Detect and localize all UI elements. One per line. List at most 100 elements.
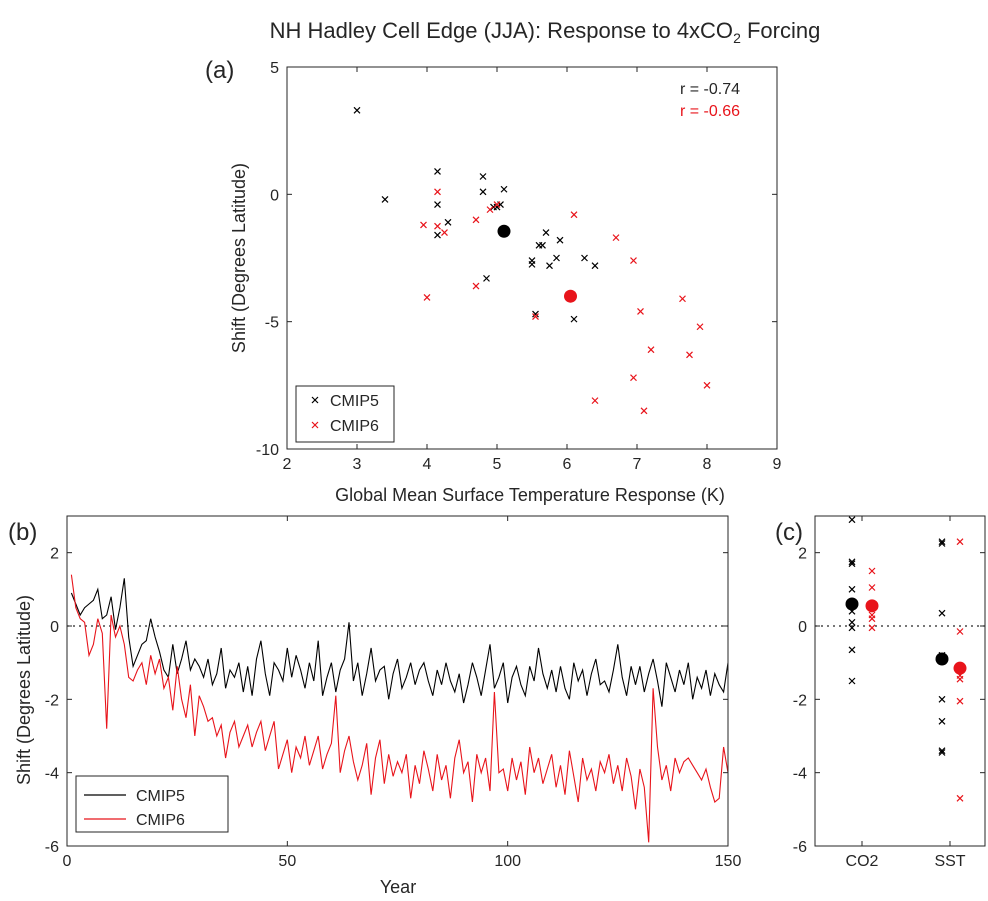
- y-tick-label: -5: [265, 315, 279, 332]
- panel-c-label: (c): [775, 519, 803, 546]
- point-cmip6: [956, 538, 964, 546]
- panel-a-legend: CMIP5 CMIP6: [295, 385, 395, 443]
- marker-stroke: [848, 618, 856, 626]
- point-cmip6: [868, 624, 876, 632]
- legend-label-cmip6: CMIP6: [330, 418, 379, 435]
- x-tick-label: CO2: [846, 853, 879, 870]
- marker-stroke: [353, 106, 361, 114]
- point-cmip5: [528, 260, 536, 268]
- marker-stroke: [570, 315, 578, 323]
- legend-box: [75, 775, 229, 833]
- legend-box: [295, 385, 395, 443]
- panel-b-legend: CMIP5 CMIP6: [75, 775, 229, 833]
- x-tick-label: 150: [715, 853, 742, 870]
- point-cmip5: [938, 695, 946, 703]
- marker-stroke: [848, 558, 856, 566]
- marker-stroke: [570, 211, 578, 219]
- x-tick-label: 6: [563, 456, 572, 473]
- point-cmip6: [486, 206, 494, 214]
- marker-stroke: [434, 222, 441, 230]
- point-cmip6: [647, 346, 655, 354]
- marker-stroke: [938, 609, 946, 617]
- point-cmip5: [938, 540, 946, 547]
- line-cmip6: [70, 574, 729, 843]
- axes-frame: [66, 515, 729, 847]
- marker-stroke: [493, 203, 501, 211]
- marker-stroke: [938, 540, 946, 547]
- marker-stroke: [532, 310, 539, 318]
- point-cmip6: [956, 697, 964, 705]
- marker-stroke: [532, 313, 539, 320]
- marker-stroke: [640, 407, 648, 415]
- marker-stroke: [612, 234, 620, 242]
- point-cmip6: [686, 351, 693, 359]
- point-cmip5: [381, 196, 389, 203]
- point-cmip6: [703, 381, 711, 389]
- point-cmip6: [423, 294, 431, 301]
- point-cmip6: [493, 201, 501, 208]
- marker-stroke: [696, 323, 704, 331]
- y-tick-label: 0: [50, 619, 59, 636]
- x-tick-label: 4: [423, 456, 432, 473]
- marker-stroke: [956, 697, 964, 705]
- marker-stroke: [868, 624, 876, 632]
- point-cmip5: [539, 241, 546, 249]
- marker-stroke: [868, 615, 876, 623]
- point-cmip5: [581, 254, 588, 262]
- marker-stroke: [848, 516, 856, 524]
- point-cmip6: [420, 221, 427, 229]
- x-tick-label: 100: [494, 853, 521, 870]
- marker-stroke: [493, 201, 501, 208]
- legend-label-cmip5: CMIP5: [330, 393, 379, 410]
- point-cmip5: [848, 677, 856, 685]
- marker-stroke: [483, 274, 490, 282]
- marker-stroke: [420, 221, 427, 229]
- marker-stroke: [381, 196, 389, 203]
- marker-stroke: [630, 374, 637, 382]
- marker-stroke: [434, 188, 441, 196]
- y-tick-label: 2: [50, 546, 59, 563]
- marker-stroke: [591, 397, 599, 405]
- marker-stroke: [581, 254, 588, 262]
- point-cmip5: [848, 646, 856, 654]
- marker-stroke: [956, 675, 964, 683]
- line-cmip5: [70, 578, 729, 707]
- point-cmip6: [956, 675, 964, 683]
- x-tick-label: 5: [493, 456, 502, 473]
- point-cmip5: [938, 538, 946, 546]
- panel-a-label: (a): [205, 57, 234, 84]
- panel-a-plot: 2 3 4 5 6 7 8 9 -10 -5 0 5: [256, 60, 782, 473]
- marker-stroke: [679, 295, 686, 303]
- marker-stroke: [472, 216, 480, 224]
- point-cmip5: [479, 173, 487, 180]
- marker-stroke: [938, 747, 946, 755]
- y-tick-label: -4: [45, 766, 59, 783]
- point-cmip5: [542, 229, 550, 236]
- marker-stroke: [956, 628, 964, 635]
- marker-stroke: [938, 695, 946, 703]
- marker-stroke: [956, 538, 964, 546]
- panel-a-xlabel: Global Mean Surface Temperature Response…: [335, 485, 725, 505]
- point-cmip5: [553, 254, 560, 262]
- point-cmip6: [696, 323, 704, 331]
- point-cmip6: [612, 234, 620, 242]
- mean-point-cmip5: [497, 224, 511, 238]
- point-cmip6: [591, 397, 599, 405]
- y-tick-label: 5: [270, 60, 279, 77]
- marker-stroke: [637, 308, 644, 315]
- marker-stroke: [434, 167, 441, 175]
- point-cmip6: [868, 615, 876, 623]
- marker-stroke: [686, 351, 693, 359]
- marker-stroke: [434, 231, 441, 239]
- marker-stroke: [479, 173, 487, 180]
- axes-frame: [286, 66, 778, 450]
- figure-title: NH Hadley Cell Edge (JJA): Response to 4…: [270, 18, 821, 46]
- point-cmip5: [938, 717, 946, 725]
- annotation-r-cmip5: r = -0.74: [680, 81, 740, 98]
- panel-b-ylabel: Shift (Degrees Latitude): [14, 595, 34, 785]
- panel-b-xlabel: Year: [380, 877, 416, 897]
- marker-stroke: [868, 567, 876, 575]
- point-cmip6: [679, 295, 686, 303]
- point-cmip5: [848, 516, 856, 524]
